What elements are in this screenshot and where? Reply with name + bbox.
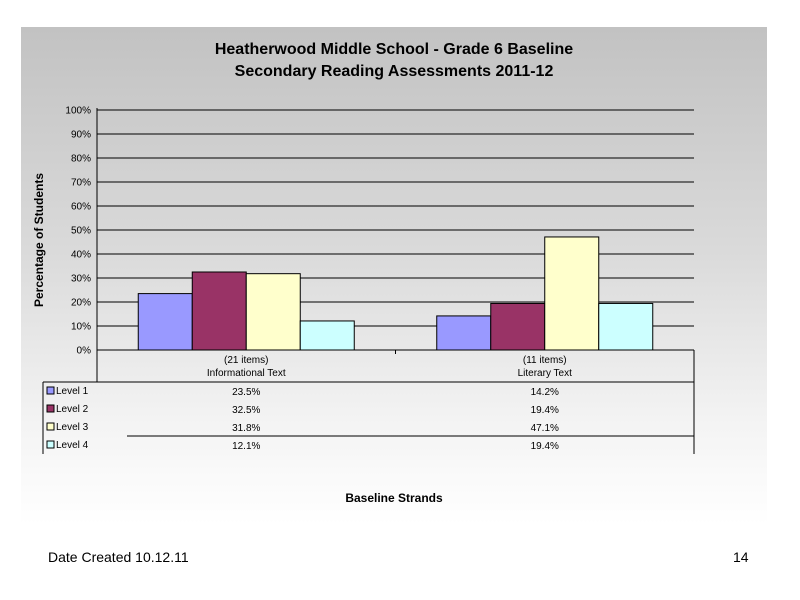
bar-level-4-2 (598, 302, 654, 351)
y-tick-label: 50% (71, 226, 91, 237)
chart-subtitle: Secondary Reading Assessments 2011-12 (235, 63, 554, 80)
data-value-label: 12.1% (232, 441, 260, 452)
category-label: Informational Text (207, 368, 286, 379)
y-tick-label: 10% (71, 322, 91, 333)
y-tick-label: 60% (71, 202, 91, 213)
bar-level-3-1 (245, 273, 301, 351)
data-value-label: 19.4% (531, 441, 559, 452)
y-axis-label: Percentage of Students (32, 173, 46, 307)
y-tick-label: 20% (71, 298, 91, 309)
data-value-label: 19.4% (531, 405, 559, 416)
category-label: Literary Text (518, 368, 573, 379)
y-tick-label: 40% (71, 250, 91, 261)
bar-chart: Heatherwood Middle School - Grade 6 Base… (32, 41, 695, 505)
data-value-label: 32.5% (232, 405, 260, 416)
y-tick-label: 70% (71, 178, 91, 189)
legend-label: Level 2 (56, 404, 89, 415)
page-number: 14 (733, 549, 749, 565)
data-value-label: 23.5% (232, 387, 260, 398)
legend-key-level-3 (46, 422, 55, 431)
legend-key-level-1 (46, 386, 55, 395)
legend-key-level-2 (46, 404, 55, 413)
y-tick-label: 30% (71, 274, 91, 285)
bar-level-2-2 (490, 302, 546, 351)
data-value-label: 47.1% (531, 423, 559, 434)
y-tick-label: 0% (77, 346, 92, 357)
date-created: Date Created 10.12.11 (48, 549, 189, 565)
category-label: (11 items) (523, 355, 567, 366)
bar-level-1-2 (436, 315, 492, 351)
bar-level-2-1 (191, 271, 247, 351)
legend-key-level-4 (46, 440, 55, 449)
bar-level-3-2 (544, 236, 600, 351)
legend-label: Level 1 (56, 386, 89, 397)
y-tick-label: 100% (65, 106, 91, 117)
chart-title: Heatherwood Middle School - Grade 6 Base… (215, 41, 573, 58)
bar-level-1-1 (137, 293, 193, 351)
data-value-label: 14.2% (531, 387, 559, 398)
x-axis-label: Baseline Strands (345, 491, 443, 505)
data-value-label: 31.8% (232, 423, 260, 434)
legend-label: Level 4 (56, 440, 89, 451)
y-tick-label: 90% (71, 130, 91, 141)
category-label: (21 items) (224, 355, 268, 366)
chart-panel: Heatherwood Middle School - Grade 6 Base… (21, 27, 767, 525)
bar-level-4-1 (299, 320, 355, 351)
y-tick-label: 80% (71, 154, 91, 165)
legend-label: Level 3 (56, 422, 89, 433)
